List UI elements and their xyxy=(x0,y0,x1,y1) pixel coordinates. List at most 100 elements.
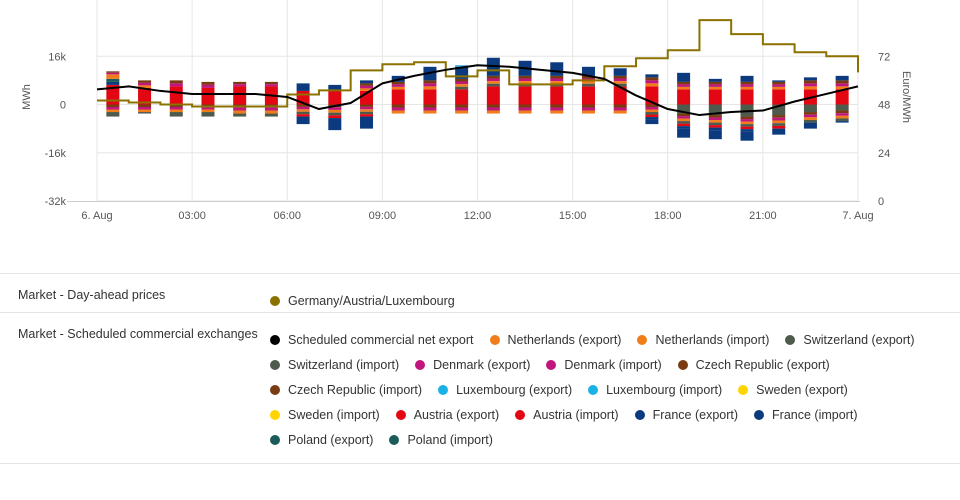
legend-item-poland-import[interactable]: Poland (import) xyxy=(389,427,493,452)
bar-stripe xyxy=(360,104,374,107)
bar-stripe xyxy=(296,111,310,115)
bar-stripe xyxy=(486,83,500,87)
bar-stack xyxy=(233,81,247,117)
bar-segment-france xyxy=(328,84,342,91)
bar-stripe xyxy=(518,75,532,79)
bar-segment-switzerland xyxy=(708,104,722,116)
bar-segment-france xyxy=(772,128,786,135)
bar-stripe xyxy=(645,117,659,120)
bar-stripe xyxy=(645,112,659,115)
bar-stripe xyxy=(455,78,469,82)
legend-item-label: Czech Republic (export) xyxy=(695,357,830,372)
legend-dot-icon xyxy=(415,359,426,370)
bar-stripe xyxy=(201,84,215,88)
bar-segment-luxembourg xyxy=(455,65,469,67)
x-tick-label: 06:00 xyxy=(273,210,301,222)
legend-item-austria-export[interactable]: Austria (export) xyxy=(395,402,499,427)
legend-item-scheduled-commercial-net-export[interactable]: Scheduled commercial net export xyxy=(270,327,474,352)
bar-stripe xyxy=(645,77,659,81)
bar-stripe xyxy=(708,125,722,128)
legend-dot-icon xyxy=(785,334,796,345)
bar-segment-austria xyxy=(328,90,342,105)
legend-item-france-import[interactable]: France (import) xyxy=(754,402,857,427)
legend-dot-icon xyxy=(515,409,526,420)
y-right-axis-title: Euro/MWh xyxy=(900,71,912,123)
legend-bottom-divider xyxy=(0,463,960,465)
bar-stripe xyxy=(138,82,152,86)
bar-stripe xyxy=(106,72,120,75)
bar-stripe xyxy=(677,118,691,122)
bar-stripe xyxy=(201,107,215,110)
bar-segment-france xyxy=(835,121,849,123)
bar-stripe xyxy=(201,109,215,113)
bar-stack xyxy=(264,81,278,117)
legend-item-czech-republic-export[interactable]: Czech Republic (export) xyxy=(677,352,830,377)
bar-segment-france xyxy=(581,66,595,76)
bar-segment-netherlands xyxy=(106,74,120,79)
legend-item-sweden-export[interactable]: Sweden (export) xyxy=(738,377,848,402)
bar-stripe xyxy=(645,104,659,108)
legend-item-switzerland-export[interactable]: Switzerland (export) xyxy=(785,327,915,352)
bar-segment-austria xyxy=(677,89,691,105)
energy-chart: 16k 0 -16k -32k 72 48 24 0 6. Aug 03:00 06:00 09:00… xyxy=(21,0,912,222)
legend-item-luxembourg-export[interactable]: Luxembourg (export) xyxy=(438,377,572,402)
bar-stripe xyxy=(645,107,659,110)
legend-item-label: Denmark (import) xyxy=(564,357,662,372)
bar-stripe xyxy=(772,115,786,118)
legend-item-sweden-import[interactable]: Sweden (import) xyxy=(270,402,380,427)
legend-item-denmark-export[interactable]: Denmark (export) xyxy=(415,352,530,377)
bar-stripe xyxy=(803,83,817,87)
bar-segment-switzerland xyxy=(138,112,152,114)
y-right-tick-label: 48 xyxy=(878,100,890,112)
legend-dot-icon xyxy=(754,409,765,420)
bar-stack xyxy=(835,75,849,123)
bar-stripe xyxy=(677,81,691,85)
bar-segment-switzerland xyxy=(677,104,691,114)
bar-stripe xyxy=(486,78,500,82)
bar-segment-poland xyxy=(106,78,120,82)
bar-stripe xyxy=(708,117,722,121)
legend-item-netherlands-export[interactable]: Netherlands (export) xyxy=(489,327,621,352)
bar-stripe xyxy=(740,126,754,130)
bar-stripe xyxy=(391,110,405,114)
legend-item-luxembourg-import[interactable]: Luxembourg (import) xyxy=(588,377,722,402)
legend-table: Market - Day-ahead prices Germany/Austri… xyxy=(0,273,960,465)
bar-stripe xyxy=(772,120,786,124)
bar-stripe xyxy=(138,85,152,88)
legend-item-austria-import[interactable]: Austria (import) xyxy=(515,402,619,427)
bar-stripe xyxy=(360,111,374,115)
y-right-tick-label: 0 xyxy=(878,196,884,208)
bar-stripe xyxy=(708,115,722,118)
bar-stripe xyxy=(486,107,500,111)
bar-stripe xyxy=(391,81,405,85)
legend-item-france-export[interactable]: France (export) xyxy=(634,402,738,427)
legend-dot-icon xyxy=(489,334,500,345)
bar-stack xyxy=(106,71,120,117)
y-left-tick-label: -16k xyxy=(45,148,67,160)
legend-item-switzerland-import[interactable]: Switzerland (import) xyxy=(270,352,399,377)
bar-stripe xyxy=(138,107,152,110)
bar-segment-austria xyxy=(518,86,532,105)
x-tick-label: 09:00 xyxy=(369,210,397,222)
bar-stripe xyxy=(360,106,374,110)
y-left-tick-label: -32k xyxy=(45,196,67,208)
bar-segment-france xyxy=(677,72,691,82)
legend-dot-icon xyxy=(270,334,280,345)
bar-stripe xyxy=(835,115,849,119)
bar-stripe xyxy=(106,104,120,108)
bar-stripe xyxy=(486,75,500,79)
bar-stripe xyxy=(360,85,374,89)
legend-item-netherlands-import[interactable]: Netherlands (import) xyxy=(637,327,769,352)
bar-stripe xyxy=(423,107,437,111)
legend-item-czech-republic-import[interactable]: Czech Republic (import) xyxy=(270,377,422,402)
legend-dot-icon xyxy=(389,434,400,445)
bar-stripe xyxy=(486,81,500,84)
bar-stripe xyxy=(486,110,500,114)
bar-segment-france xyxy=(296,83,310,91)
legend-item-germany-austria-luxembourg[interactable]: Germany/Austria/Luxembourg xyxy=(270,288,455,313)
legend-item-poland-export[interactable]: Poland (export) xyxy=(270,427,373,452)
bar-stripe xyxy=(803,119,817,123)
bar-stripe xyxy=(423,86,437,90)
legend-item-denmark-import[interactable]: Denmark (import) xyxy=(546,352,662,377)
bar-stripe xyxy=(803,112,817,115)
